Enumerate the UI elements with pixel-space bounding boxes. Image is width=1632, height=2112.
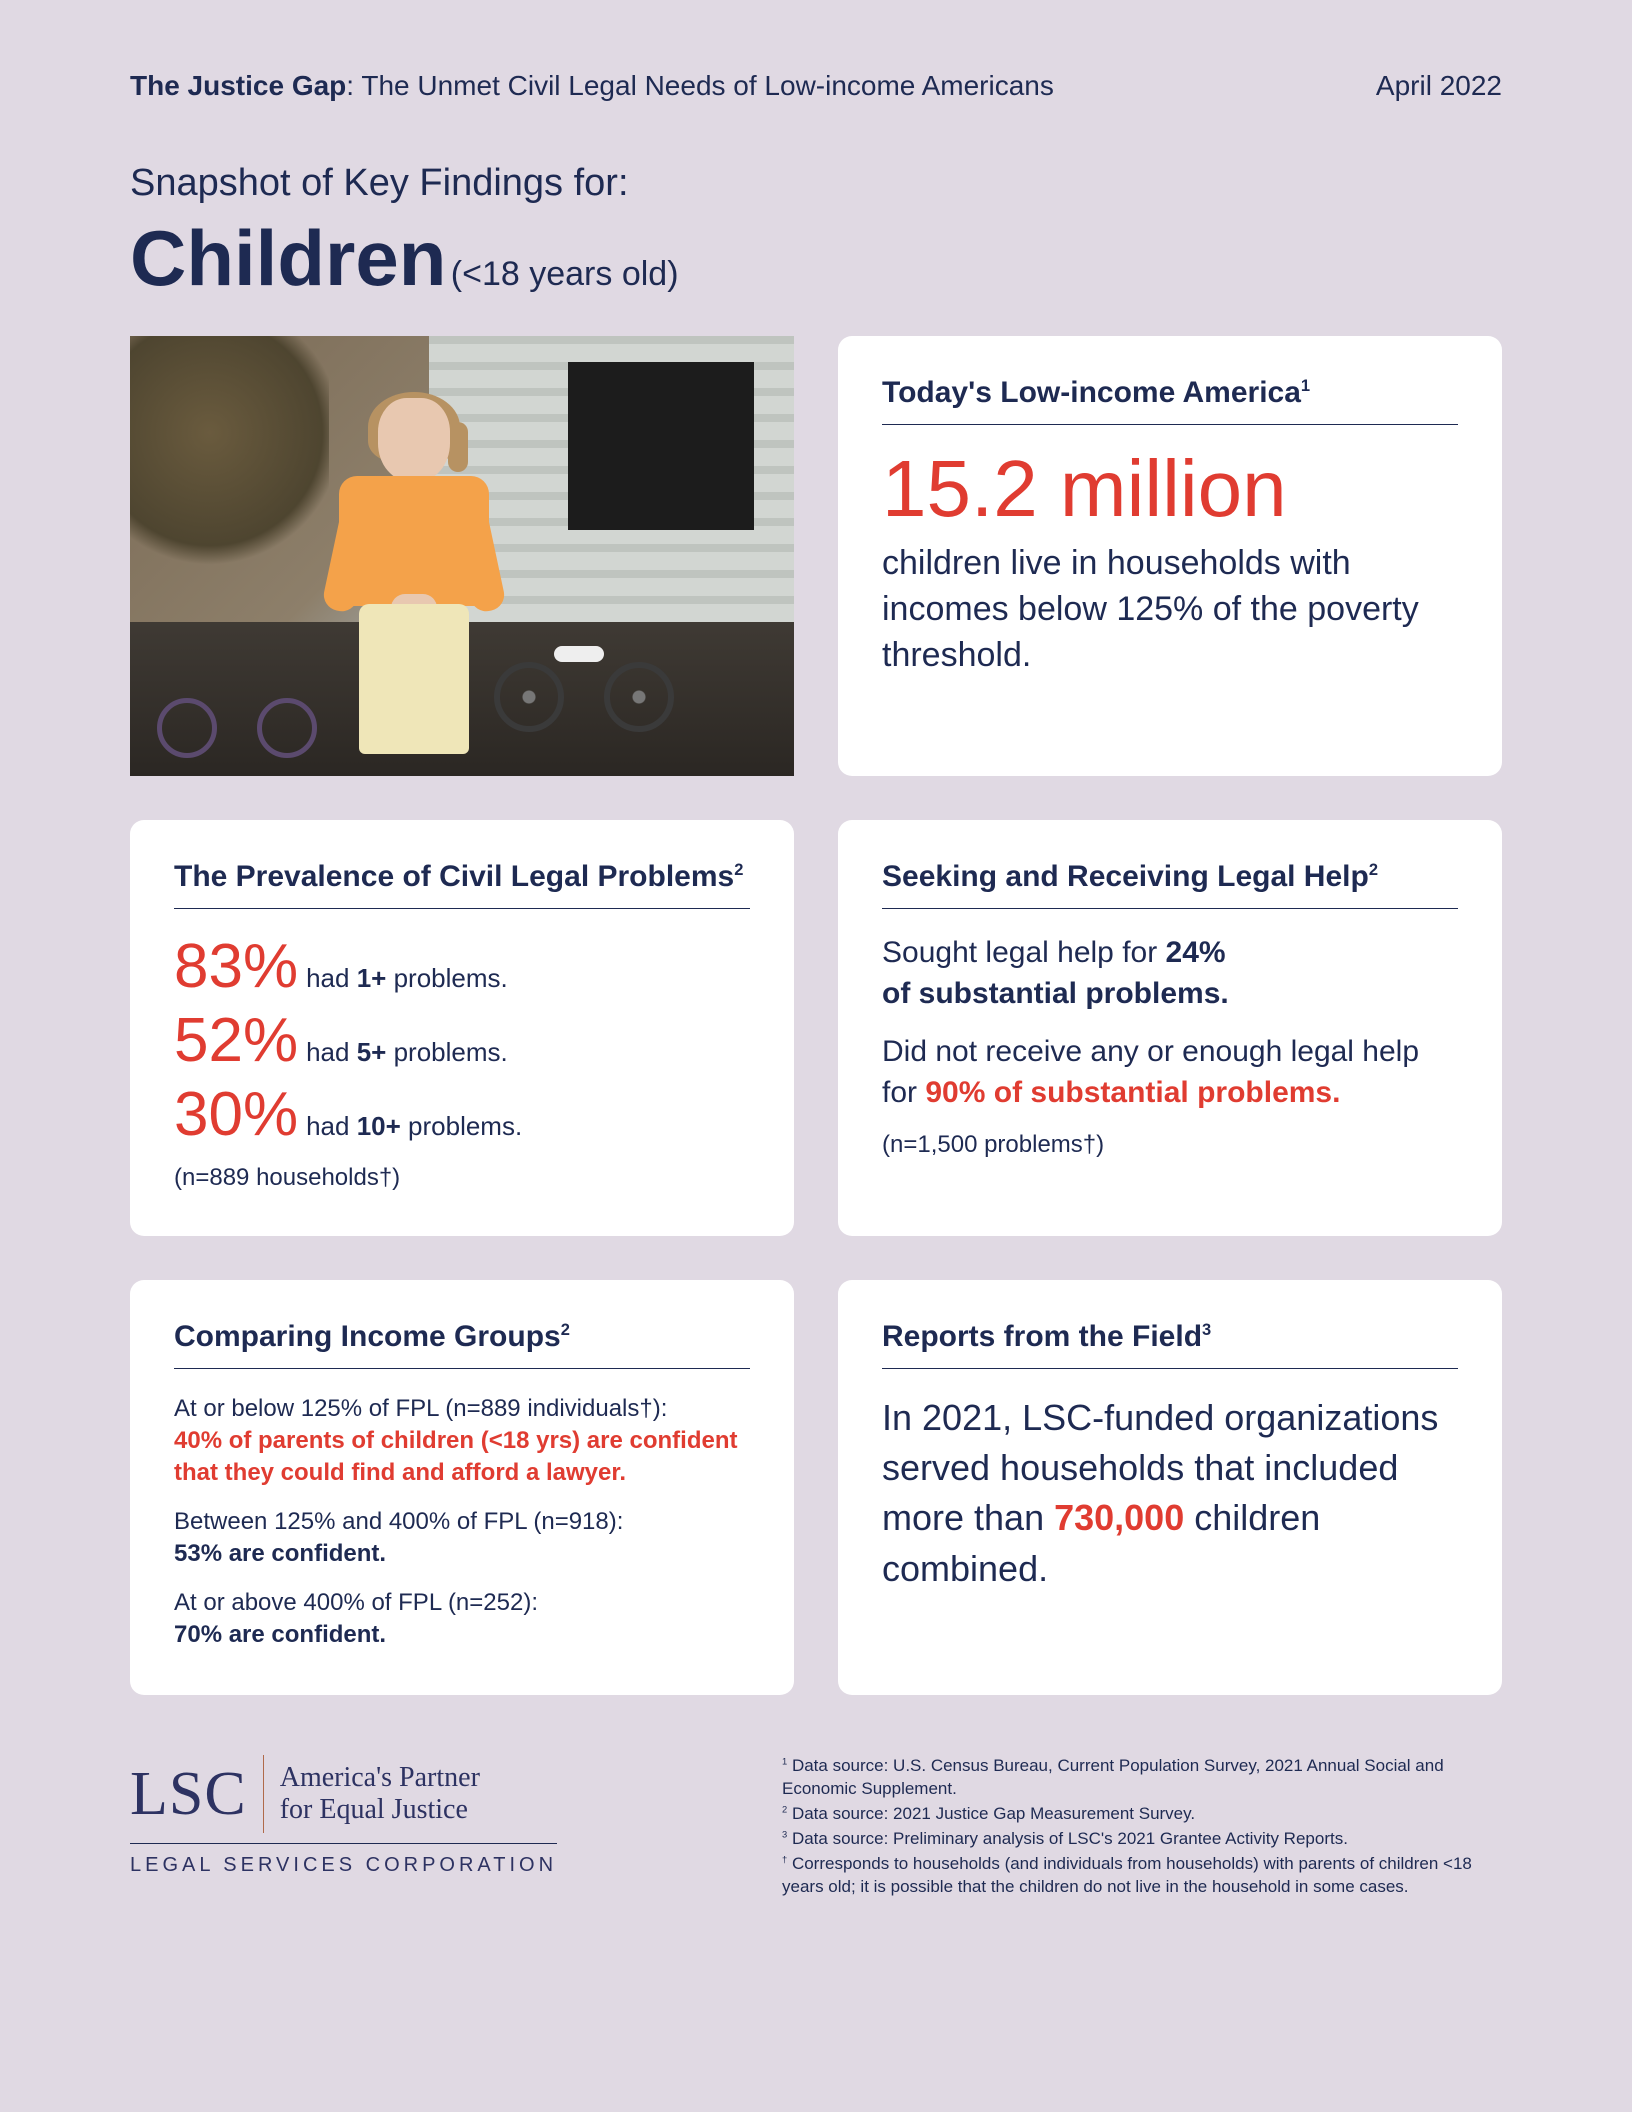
logo-divider bbox=[263, 1755, 264, 1833]
card-low-income: Today's Low-income America1 15.2 million… bbox=[838, 336, 1502, 776]
compare-group-3: At or above 400% of FPL (n=252): 70% are… bbox=[174, 1587, 750, 1652]
header-bar: The Justice Gap: The Unmet Civil Legal N… bbox=[130, 70, 1502, 102]
snapshot-heading: Children (<18 years old) bbox=[130, 213, 1502, 304]
footer: LSC America's Partnerfor Equal Justice L… bbox=[130, 1755, 1502, 1901]
logo-text: LSC bbox=[130, 1759, 247, 1830]
stat-value: 15.2 million bbox=[882, 449, 1458, 529]
prevalence-row: 30% had 10+ problems. bbox=[174, 1081, 750, 1149]
stat-desc: children live in households with incomes… bbox=[882, 541, 1458, 679]
hero-photo bbox=[130, 336, 794, 776]
compare-group-1: At or below 125% of FPL (n=889 individua… bbox=[174, 1393, 750, 1490]
card-comparing-income: Comparing Income Groups2 At or below 125… bbox=[130, 1280, 794, 1696]
card-title: Today's Low-income America1 bbox=[882, 376, 1458, 425]
report-title-bold: The Justice Gap bbox=[130, 70, 346, 101]
help-line-1: Sought legal help for 24% of substantial… bbox=[882, 933, 1458, 1014]
help-line-2: Did not receive any or enough legal help… bbox=[882, 1032, 1458, 1113]
card-title: The Prevalence of Civil Legal Problems2 bbox=[174, 860, 750, 909]
footnotes: 1 Data source: U.S. Census Bureau, Curre… bbox=[782, 1755, 1502, 1901]
compare-group-2: Between 125% and 400% of FPL (n=918): 53… bbox=[174, 1506, 750, 1571]
prevalence-row: 52% had 5+ problems. bbox=[174, 1007, 750, 1075]
sample-size: (n=889 households†) bbox=[174, 1164, 750, 1192]
report-date: April 2022 bbox=[1376, 70, 1502, 102]
card-title: Comparing Income Groups2 bbox=[174, 1320, 750, 1369]
snapshot-sub: (<18 years old) bbox=[451, 255, 679, 293]
prevalence-row: 83% had 1+ problems. bbox=[174, 933, 750, 1001]
logo-subtext: LEGAL SERVICES CORPORATION bbox=[130, 1854, 557, 1877]
card-title: Seeking and Receiving Legal Help2 bbox=[882, 860, 1458, 909]
card-prevalence: The Prevalence of Civil Legal Problems2 … bbox=[130, 820, 794, 1236]
card-title: Reports from the Field3 bbox=[882, 1320, 1458, 1369]
logo-tagline: America's Partnerfor Equal Justice bbox=[280, 1762, 480, 1826]
report-title: The Justice Gap: The Unmet Civil Legal N… bbox=[130, 70, 1054, 102]
report-title-rest: : The Unmet Civil Legal Needs of Low-inc… bbox=[346, 70, 1054, 101]
lsc-logo: LSC America's Partnerfor Equal Justice L… bbox=[130, 1755, 557, 1877]
card-reports-field: Reports from the Field3 In 2021, LSC-fun… bbox=[838, 1280, 1502, 1696]
snapshot-intro: Snapshot of Key Findings for: bbox=[130, 162, 1502, 205]
sample-size: (n=1,500 problems†) bbox=[882, 1131, 1458, 1159]
card-grid: Today's Low-income America1 15.2 million… bbox=[130, 336, 1502, 1695]
card-seeking-help: Seeking and Receiving Legal Help2 Sought… bbox=[838, 820, 1502, 1236]
snapshot-main: Children bbox=[130, 214, 446, 302]
field-text: In 2021, LSC-funded organizations served… bbox=[882, 1393, 1458, 1595]
